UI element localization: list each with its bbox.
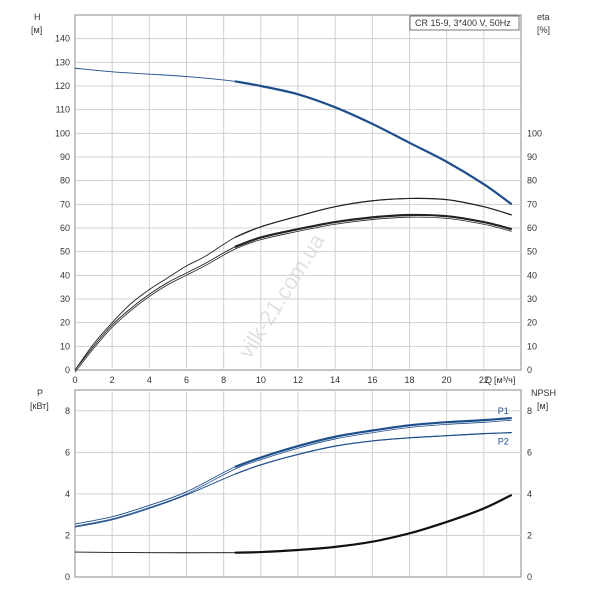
head-axis-label: H xyxy=(34,12,41,22)
npsh-axis-unit: [м] xyxy=(537,401,548,411)
head-efficiency-chart: 0102030405060708090100110120130140010203… xyxy=(31,12,550,385)
series-label-p1: P1 xyxy=(498,406,509,416)
power-tick-label: 0 xyxy=(65,572,70,582)
head-tick-label: 120 xyxy=(55,81,70,91)
flow-axis-label: Q xyxy=(485,375,492,385)
flow-tick-label: 2 xyxy=(110,375,115,385)
npsh-tick-label: 0 xyxy=(527,572,532,582)
npsh-tick-label: 6 xyxy=(527,447,532,457)
flow-tick-label: 6 xyxy=(184,375,189,385)
head-tick-label: 140 xyxy=(55,34,70,44)
head-tick-label: 130 xyxy=(55,57,70,67)
power-axis-label: P xyxy=(37,388,43,398)
power-chart-series-2-operating xyxy=(234,493,513,554)
watermark: vilk-21.com.ua xyxy=(233,228,330,362)
power-tick-label: 8 xyxy=(65,406,70,416)
head-chart-grid xyxy=(75,15,521,370)
head-tick-label: 40 xyxy=(60,270,70,280)
head-chart-series-1-line-inner xyxy=(74,216,512,373)
power-chart-series-0-operating xyxy=(234,416,512,468)
eta-tick-label: 50 xyxy=(527,247,537,257)
power-chart-series-labels: P1 P2 xyxy=(498,406,509,447)
head-tick-label: 50 xyxy=(60,247,70,257)
eta-tick-label: 100 xyxy=(527,128,542,138)
eta-tick-label: 0 xyxy=(527,365,532,375)
head-tick-label: 80 xyxy=(60,176,70,186)
eta-tick-label: 60 xyxy=(527,223,537,233)
flow-tick-label: 4 xyxy=(147,375,152,385)
head-tick-label: 30 xyxy=(60,294,70,304)
head-tick-label: 20 xyxy=(60,318,70,328)
head-tick-label: 10 xyxy=(60,341,70,351)
power-tick-label: 4 xyxy=(65,489,70,499)
power-chart-ticks: 0 2 4 6 8 0 2 4 6 8 xyxy=(65,406,532,582)
npsh-tick-label: 8 xyxy=(527,406,532,416)
eta-axis-unit: [%] xyxy=(537,25,550,35)
power-axis-unit: [кВт] xyxy=(30,401,49,411)
head-chart-series xyxy=(74,67,513,373)
head-tick-label: 70 xyxy=(60,199,70,209)
head-chart-ticks: 0102030405060708090100110120130140010203… xyxy=(55,34,542,385)
flow-tick-label: 0 xyxy=(72,375,77,385)
npsh-tick-label: 2 xyxy=(527,530,532,540)
flow-tick-label: 16 xyxy=(367,375,377,385)
head-tick-label: 60 xyxy=(60,223,70,233)
flow-tick-label: 20 xyxy=(442,375,452,385)
head-tick-label: 100 xyxy=(55,128,70,138)
flow-tick-label: 10 xyxy=(256,375,266,385)
power-chart-series-0-line-inner xyxy=(74,419,512,527)
eta-axis-label: eta xyxy=(537,12,550,22)
eta-tick-label: 10 xyxy=(527,341,537,351)
head-chart-series-0-operating xyxy=(234,80,513,206)
power-chart-series xyxy=(74,416,513,554)
flow-tick-label: 12 xyxy=(293,375,303,385)
flow-tick-label: 14 xyxy=(330,375,340,385)
head-tick-label: 90 xyxy=(60,152,70,162)
eta-tick-label: 70 xyxy=(527,199,537,209)
flow-tick-label: 18 xyxy=(404,375,414,385)
head-tick-label: 0 xyxy=(65,365,70,375)
flow-axis-unit: [м³/ч] xyxy=(494,375,515,385)
npsh-axis-label: NPSH xyxy=(531,388,556,398)
eta-tick-label: 30 xyxy=(527,294,537,304)
power-tick-label: 6 xyxy=(65,447,70,457)
power-tick-label: 2 xyxy=(65,530,70,540)
legend-text: CR 15-9, 3*400 V, 50Hz xyxy=(415,18,511,28)
flow-tick-label: 22 xyxy=(479,375,489,385)
head-axis-unit: [м] xyxy=(31,25,42,35)
eta-tick-label: 90 xyxy=(527,152,537,162)
head-chart-series-2-operating xyxy=(234,197,512,239)
eta-tick-label: 80 xyxy=(527,176,537,186)
head-chart-series-1-operating xyxy=(234,213,512,248)
series-label-p2: P2 xyxy=(498,437,509,447)
eta-tick-label: 40 xyxy=(527,270,537,280)
eta-tick-label: 20 xyxy=(527,318,537,328)
legend-box xyxy=(409,15,520,31)
npsh-tick-label: 4 xyxy=(527,489,532,499)
head-tick-label: 110 xyxy=(56,105,70,115)
power-npsh-chart: 0 2 4 6 8 0 2 4 6 8 P1 P2 P [кВт] NPSH [м] xyxy=(30,388,556,582)
flow-tick-label: 8 xyxy=(221,375,226,385)
power-chart-series-1-operating xyxy=(234,431,512,475)
